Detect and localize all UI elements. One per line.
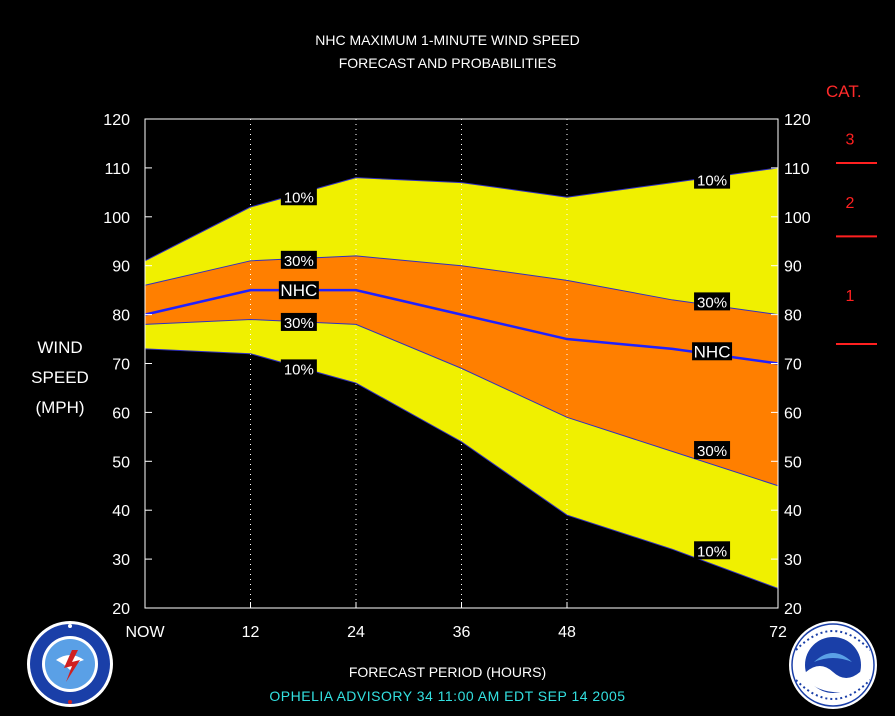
category-label-1: 1	[846, 288, 855, 305]
noaa-logo-icon	[789, 621, 877, 709]
annotation-box-3	[280, 312, 317, 331]
x-tick-label-24: 24	[347, 624, 365, 641]
y-tick-label-left-120: 120	[103, 112, 130, 129]
y-tick-label-left-20: 20	[112, 601, 130, 618]
annotation-box-8	[694, 441, 731, 460]
advisory-line: OPHELIA ADVISORY 34 11:00 AM EDT SEP 14 …	[269, 688, 626, 704]
y-tick-label-right-30: 30	[784, 552, 802, 569]
x-axis-title: FORECAST PERIOD (HOURS)	[348, 664, 547, 680]
series-line-0	[144, 167, 779, 262]
y-tick-label-left-60: 60	[112, 405, 130, 422]
annotation-label-9: 10%	[697, 543, 727, 560]
y-axis-label-line1: WIND	[37, 338, 83, 357]
annotation-box-0	[280, 187, 317, 206]
y-tick-label-left-50: 50	[112, 454, 130, 471]
series-line-1	[144, 255, 779, 316]
y-tick-label-right-110: 110	[784, 161, 810, 178]
annotation-label-1: 30%	[284, 253, 314, 270]
annotation-label-8: 30%	[697, 443, 727, 460]
x-tick-label-72: 72	[769, 624, 787, 641]
y-tick-label-left-90: 90	[112, 259, 130, 276]
series-line-3	[144, 318, 779, 487]
annotation-label-0: 10%	[284, 189, 314, 206]
annotation-box-4	[280, 359, 317, 378]
y-axis-label-line2: SPEED	[31, 368, 89, 387]
annotation-label-2: NHC	[280, 281, 317, 300]
series-line-2	[144, 288, 779, 365]
y-tick-label-right-70: 70	[784, 357, 802, 374]
y-tick-label-right-50: 50	[784, 454, 802, 471]
x-tick-label-36: 36	[453, 624, 471, 641]
y-tick-label-left-100: 100	[103, 210, 130, 227]
chart-title-line1: NHC MAXIMUM 1-MINUTE WIND SPEED	[315, 32, 580, 48]
y-tick-label-right-60: 60	[784, 405, 802, 422]
nws-logo-icon	[27, 621, 113, 707]
y-tick-label-right-40: 40	[784, 503, 802, 520]
annotation-box-6	[694, 292, 731, 311]
y-tick-label-right-90: 90	[784, 259, 802, 276]
y-tick-label-right-80: 80	[784, 308, 802, 325]
y-tick-label-left-80: 80	[112, 308, 130, 325]
annotation-box-9	[694, 541, 731, 560]
x-tick-label-0: NOW	[125, 624, 165, 641]
annotation-label-5: 10%	[697, 173, 727, 190]
annotation-box-7	[692, 342, 733, 361]
annotation-box-1	[280, 250, 317, 269]
y-tick-label-left-110: 110	[104, 161, 130, 178]
category-label-3: 3	[846, 132, 855, 149]
y-tick-label-right-120: 120	[784, 112, 811, 129]
x-tick-label-48: 48	[558, 624, 576, 641]
y-tick-label-left-30: 30	[112, 552, 130, 569]
y-tick-label-right-100: 100	[784, 210, 811, 227]
y-axis-label-line3: (MPH)	[35, 398, 85, 417]
annotation-label-7: NHC	[694, 342, 731, 361]
annotation-box-5	[694, 170, 731, 189]
y-tick-label-left-70: 70	[112, 357, 130, 374]
y-tick-label-right-20: 20	[784, 601, 802, 618]
series-line-4	[144, 348, 779, 589]
x-tick-label-12: 12	[242, 624, 260, 641]
chart-title-line2: FORECAST AND PROBABILITIES	[338, 55, 557, 71]
annotation-label-4: 10%	[284, 361, 314, 378]
y-tick-label-left-40: 40	[112, 503, 130, 520]
category-title: CAT.	[826, 82, 862, 101]
annotation-label-6: 30%	[697, 294, 727, 311]
annotation-label-3: 30%	[284, 315, 314, 332]
annotation-box-2	[278, 281, 319, 300]
category-label-2: 2	[846, 195, 855, 212]
